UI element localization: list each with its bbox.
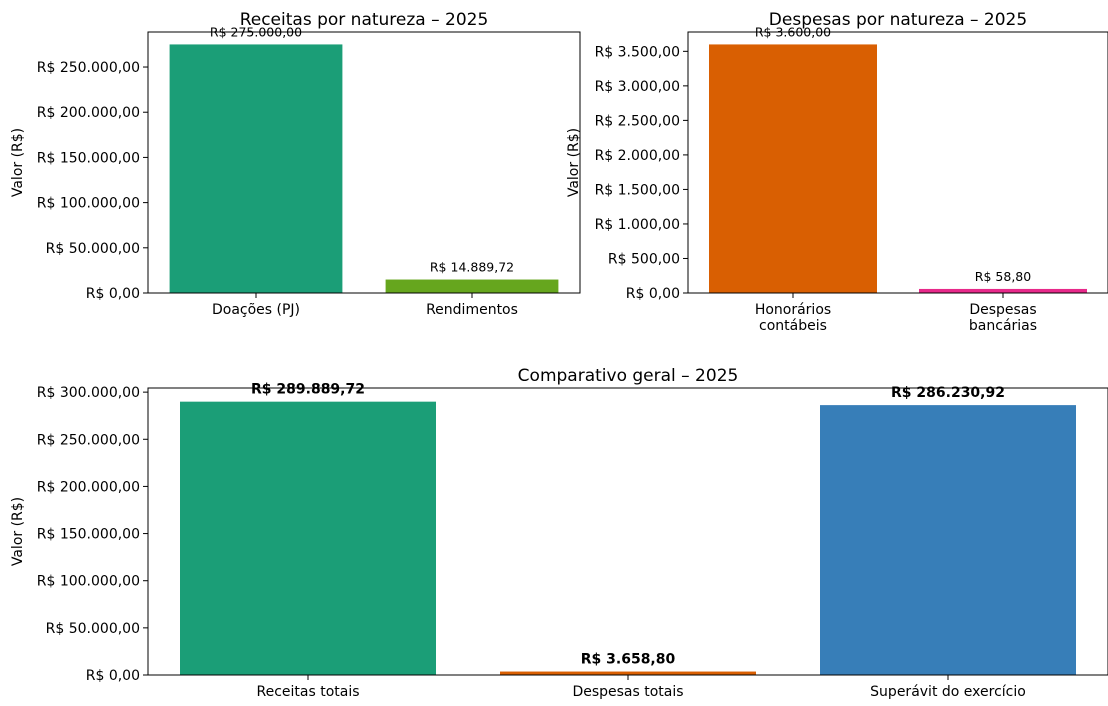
y-tick-label-2-6: R$ 2.500,00 (595, 113, 680, 129)
x-tick-label-3-1: Receitas totais (256, 684, 359, 700)
y-tick-label-2-7: R$ 3.000,00 (595, 79, 680, 95)
y-tick-label-3-6: R$ 250.000,00 (37, 432, 140, 448)
y-tick-label-1-5: R$ 200.000,00 (37, 105, 140, 121)
bar-2-1 (709, 44, 877, 293)
y-tick-label-2-4: R$ 1.500,00 (595, 182, 680, 198)
chart-title-2: Despesas por natureza – 2025 (769, 10, 1027, 30)
y-tick-label-2-8: R$ 3.500,00 (595, 44, 680, 60)
bar-3-3 (820, 405, 1076, 675)
y-tick-label-2-2: R$ 500,00 (608, 251, 680, 267)
data-label-3-2: R$ 3.658,80 (581, 652, 676, 668)
data-label-3-3: R$ 286.230,92 (891, 385, 1005, 401)
x-tick-label-2-2: bancárias (969, 318, 1037, 334)
y-axis-title-2: Valor (R$) (566, 128, 582, 197)
chart-title-3: Comparativo geral – 2025 (518, 366, 739, 386)
y-tick-label-3-5: R$ 200.000,00 (37, 479, 140, 495)
x-tick-label-3-3: Superávit do exercício (870, 684, 1026, 700)
bar-1-2 (385, 279, 559, 293)
bar-3-1 (180, 401, 436, 675)
y-tick-label-3-4: R$ 150.000,00 (37, 527, 140, 543)
chart-title-1: Receitas por natureza – 2025 (240, 10, 489, 30)
x-tick-label-2-2: Despesas (969, 302, 1036, 318)
y-tick-label-3-7: R$ 300.000,00 (37, 385, 140, 401)
plot-frame-2 (687, 31, 1108, 294)
bar-1-1 (169, 44, 343, 293)
data-label-3-1: R$ 289.889,72 (251, 382, 365, 398)
y-tick-label-2-5: R$ 2.000,00 (595, 148, 680, 164)
plot-frame-3 (147, 387, 1108, 676)
plot-frame-1 (147, 31, 581, 294)
y-tick-label-3-3: R$ 100.000,00 (37, 574, 140, 590)
x-tick-label-1-1: Doações (PJ) (212, 302, 300, 318)
y-tick-label-1-4: R$ 150.000,00 (37, 150, 140, 166)
x-tick-label-2-1: contábeis (759, 318, 827, 334)
bar-2-2 (919, 288, 1087, 293)
data-label-2-2: R$ 58,80 (975, 269, 1031, 284)
y-axis-title-1: Valor (R$) (10, 128, 26, 197)
data-label-1-2: R$ 14.889,72 (430, 260, 514, 275)
y-tick-label-2-1: R$ 0,00 (626, 286, 680, 302)
y-axis-title-3: Valor (R$) (10, 497, 26, 566)
y-tick-label-1-6: R$ 250.000,00 (37, 60, 140, 76)
y-tick-label-1-2: R$ 50.000,00 (46, 241, 140, 257)
x-tick-label-1-2: Rendimentos (426, 302, 518, 318)
y-tick-label-3-1: R$ 0,00 (86, 668, 140, 684)
x-tick-label-3-2: Despesas totais (572, 684, 683, 700)
bar-3-2 (500, 671, 756, 675)
y-tick-label-3-2: R$ 50.000,00 (46, 621, 140, 637)
y-tick-label-1-1: R$ 0,00 (86, 286, 140, 302)
y-tick-label-2-3: R$ 1.000,00 (595, 217, 680, 233)
chart-panel-3: R$ 289.889,72 Receitas totais R$ 3.658,80 D… (10, 366, 1108, 700)
y-tick-label-1-3: R$ 100.000,00 (37, 196, 140, 212)
x-tick-label-2-1: Honorários (755, 302, 831, 318)
